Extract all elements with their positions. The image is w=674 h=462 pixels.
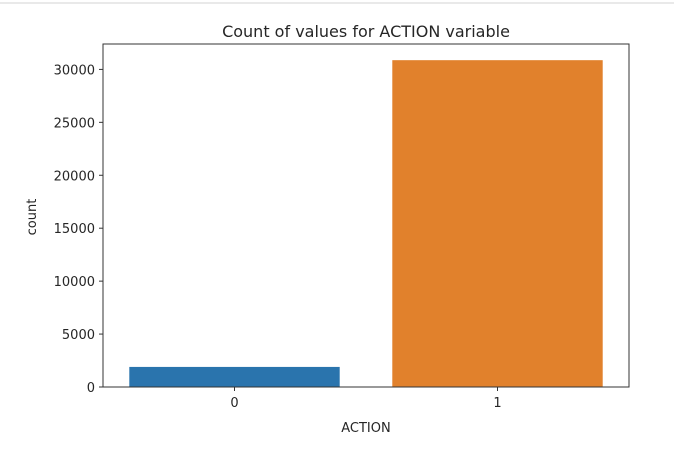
x-tick-label-0: 0 bbox=[230, 396, 238, 411]
x-tick-label-1: 1 bbox=[493, 396, 501, 411]
y-tick-label: 25000 bbox=[54, 116, 95, 131]
x-axis-label: ACTION bbox=[341, 421, 390, 436]
bar-1 bbox=[392, 60, 603, 387]
y-tick-label: 10000 bbox=[54, 275, 95, 290]
y-tick-label: 30000 bbox=[54, 63, 95, 78]
plot-area: 0 1 0 5000 10000 15000 20000 25000 30000 bbox=[54, 43, 630, 411]
chart-title: Count of values for ACTION variable bbox=[222, 22, 510, 41]
plot-frame bbox=[102, 43, 630, 388]
y-tick-label: 5000 bbox=[62, 328, 95, 343]
y-tick-label: 15000 bbox=[54, 222, 95, 237]
y-tick-label: 0 bbox=[87, 381, 95, 396]
y-tick-label: 20000 bbox=[54, 169, 95, 184]
bar-0 bbox=[129, 366, 340, 387]
top-divider bbox=[0, 2, 674, 4]
y-axis-label: count bbox=[25, 199, 40, 236]
